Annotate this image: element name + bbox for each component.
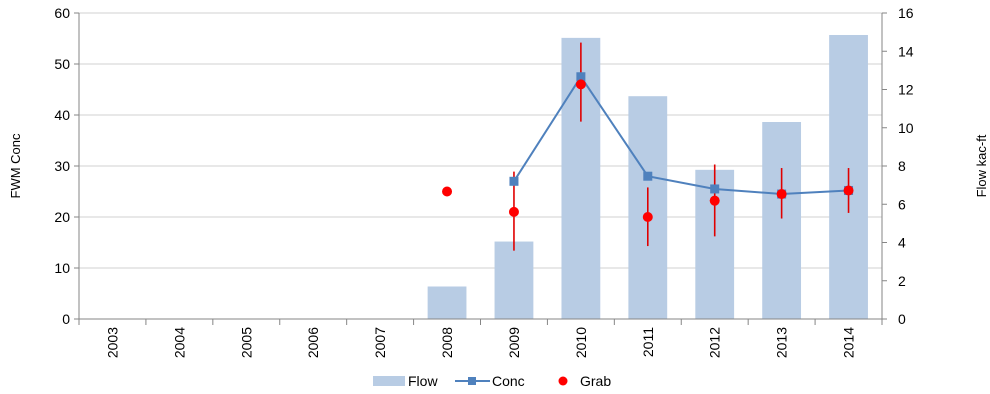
right-axis-tick-label: 16 [898,5,914,21]
legend-conc-marker [468,377,476,385]
grab-point [709,195,720,206]
right-axis-tick-label: 2 [898,273,906,289]
conc-line [509,72,854,199]
right-axis-tick-labels: 0 2 4 6 8 10 12 14 16 [898,5,914,327]
left-axis-tick-label: 0 [62,311,70,327]
x-axis-tick-label: 2004 [171,327,187,358]
x-axis-tick-label: 2010 [573,327,589,358]
legend-flow-swatch [373,376,405,386]
left-axis-tick-labels: 0 10 20 30 40 50 60 [54,5,70,327]
legend-flow-label: Flow [408,373,438,389]
grab-point [776,189,787,200]
legend-conc-label: Conc [492,373,525,389]
left-axis-title: FWM Conc [8,133,23,199]
conc-marker [643,171,653,181]
left-axis-tick-label: 40 [54,107,70,123]
left-axis-tick-label: 60 [54,5,70,21]
right-axis-tick-label: 14 [898,43,914,59]
conc-marker [576,72,586,82]
flow-bar [762,122,802,319]
left-axis-tick-label: 10 [54,260,70,276]
x-axis-tick-label: 2009 [506,327,522,358]
left-axis-tick-label: 20 [54,209,70,225]
left-axis-tick-label: 30 [54,158,70,174]
right-axis-title: Flow kac-ft [974,134,989,197]
x-axis-tick-label: 2006 [305,327,321,358]
x-axis-tick-label: 2012 [707,327,723,358]
x-axis-tick-label: 2014 [841,327,857,358]
right-axis-tick-label: 12 [898,82,914,98]
left-axis-tick-label: 50 [54,56,70,72]
legend: Flow Conc Grab [373,373,611,389]
legend-grab-label: Grab [580,373,611,389]
flow-bar [494,241,534,319]
right-axis-tick-label: 0 [898,311,906,327]
axes [74,12,887,325]
grab-point [508,206,519,217]
x-axis-tick-labels: 2003 2004 2005 2006 2007 2008 2009 2010 2011 2012… [104,327,856,358]
x-axis-tick-label: 2005 [238,327,254,358]
flow-bars [427,34,868,320]
grab-point [642,212,653,222]
right-axis-tick-label: 6 [898,196,906,212]
conc-marker [710,184,720,194]
x-axis-tick-label: 2007 [372,327,388,358]
x-axis-tick-label: 2003 [104,327,120,358]
grab-point [843,185,854,196]
right-axis-tick-label: 4 [898,235,906,251]
grab-point [575,79,586,90]
x-axis-tick-label: 2013 [774,327,790,358]
x-axis-tick-label: 2011 [640,327,656,357]
gridlines [79,12,882,269]
conc-marker [509,176,519,186]
flow-bar [427,286,467,319]
legend-grab-marker [558,376,568,386]
right-axis-tick-label: 8 [898,158,906,174]
conc-series-line [513,74,849,196]
right-axis-tick-label: 10 [898,120,914,136]
grab-points [442,79,854,222]
x-axis-tick-label: 2008 [439,327,455,358]
grab-point [442,186,453,197]
